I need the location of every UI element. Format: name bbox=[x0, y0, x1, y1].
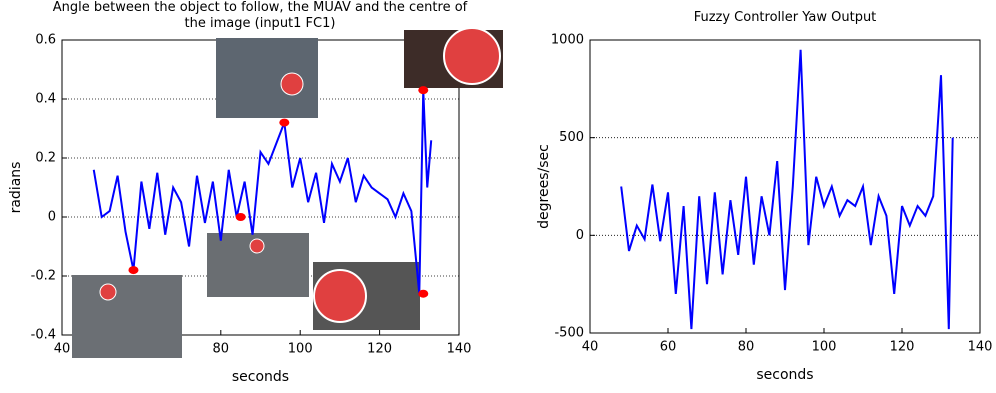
x-tick-label: 100 bbox=[288, 342, 313, 357]
data-line bbox=[620, 49, 954, 330]
y-tick-label: 0.4 bbox=[35, 92, 56, 107]
thumbnail-ball bbox=[99, 283, 117, 301]
x-axis-label: seconds bbox=[756, 367, 813, 383]
highlight-point bbox=[235, 213, 246, 221]
thumbnail bbox=[216, 38, 318, 118]
x-axis-label: seconds bbox=[232, 369, 289, 385]
x-tick-label: 40 bbox=[582, 340, 599, 355]
x-tick-label: 120 bbox=[367, 342, 392, 357]
x-tick-label: 40 bbox=[54, 342, 71, 357]
thumbnail-ball bbox=[443, 27, 501, 85]
y-tick-label: 1000 bbox=[551, 33, 584, 48]
thumbnail-ball bbox=[249, 238, 265, 254]
data-line bbox=[92, 90, 433, 294]
thumbnails bbox=[72, 27, 503, 358]
y-tick-label: 0.6 bbox=[35, 33, 56, 48]
highlight-point bbox=[128, 266, 139, 275]
thumbnail-ball bbox=[313, 269, 367, 323]
chart-title: Fuzzy Controller Yaw Output bbox=[693, 10, 877, 25]
highlight-point bbox=[418, 289, 429, 298]
x-tick-label: 120 bbox=[890, 340, 915, 355]
y-tick-label: 500 bbox=[559, 130, 584, 145]
thumbnail-ball bbox=[280, 72, 304, 96]
y-tick-label: 0 bbox=[48, 210, 56, 225]
highlight-point bbox=[279, 118, 290, 127]
y-tick-label: -0.2 bbox=[31, 269, 56, 284]
x-tick-label: 140 bbox=[968, 340, 993, 355]
chart-title: Angle between the object to follow, the … bbox=[52, 0, 468, 31]
highlight-point bbox=[418, 86, 429, 95]
y-tick-label: -0.4 bbox=[31, 328, 56, 343]
y-tick-label: -500 bbox=[554, 326, 584, 341]
y-tick-label: 0 bbox=[576, 228, 584, 243]
thumbnail bbox=[72, 275, 182, 358]
x-tick-label: 100 bbox=[812, 340, 837, 355]
y-axis-label: degrees/sec bbox=[536, 144, 552, 229]
x-tick-label: 80 bbox=[738, 340, 755, 355]
y-axis-label: radians bbox=[8, 162, 24, 214]
x-tick-label: 80 bbox=[213, 342, 230, 357]
x-tick-label: 60 bbox=[660, 340, 677, 355]
y-tick-label: 0.2 bbox=[35, 151, 56, 166]
x-tick-label: 140 bbox=[447, 342, 472, 357]
